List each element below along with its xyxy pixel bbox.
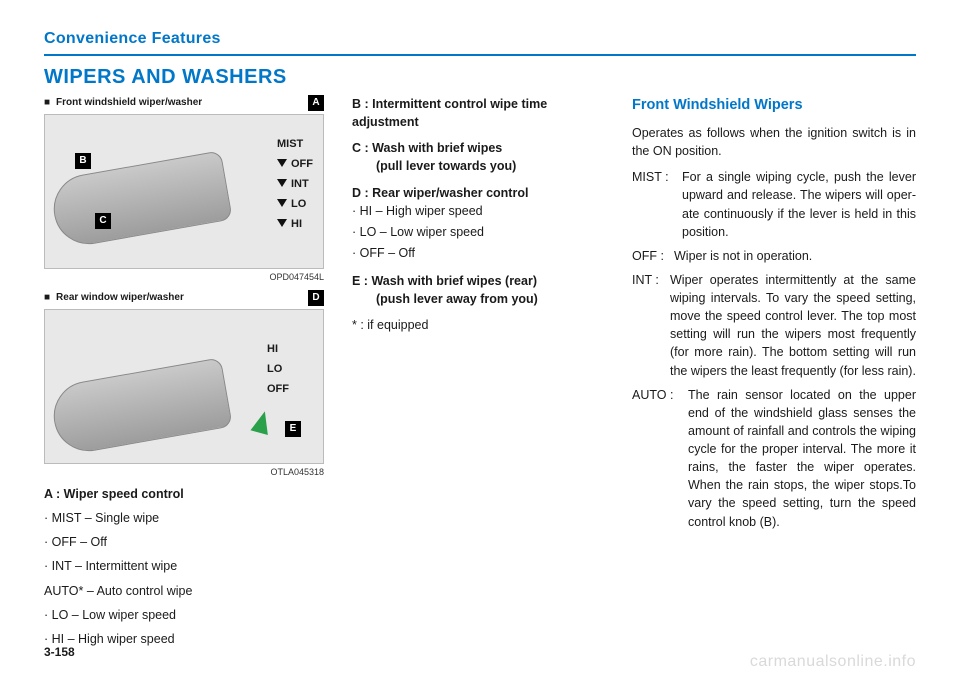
fig2-caption-text: Rear window wiper/washer — [56, 291, 184, 306]
arrow-up-green-icon — [250, 409, 273, 435]
content-columns: ■ Front windshield wiper/washer A B C MI… — [44, 95, 916, 654]
def-a-item: · MIST – Single wipe — [44, 509, 324, 527]
def-a-title: A : Wiper speed control — [44, 485, 324, 503]
mode-mist-label: MIST : — [632, 168, 669, 186]
def-b-title: B : Intermittent control wipe time adjus… — [352, 95, 604, 131]
fig2-label-lo: LO — [267, 362, 289, 378]
section-header: Convenience Features — [44, 30, 916, 54]
def-a-item: · HI – High wiper speed — [44, 630, 324, 648]
mode-off-label: OFF : — [632, 247, 664, 265]
marker-a: A — [308, 95, 324, 111]
column-2: B : Intermittent control wipe time adjus… — [352, 95, 604, 654]
def-a-block: A : Wiper speed control · MIST – Single … — [44, 485, 324, 648]
def-d-item: · LO – Low wiper speed — [352, 223, 604, 241]
def-d-item: · OFF – Off — [352, 244, 604, 262]
fig2-labels: HI LO OFF — [267, 338, 289, 402]
fig2-label-off: OFF — [267, 382, 289, 398]
def-d-item: · HI – High wiper speed — [352, 202, 604, 220]
arrow-down-icon — [277, 157, 287, 173]
fig2-image: HI LO OFF E — [44, 309, 324, 464]
def-a-item-auto: AUTO* – Auto control wipe — [44, 582, 324, 600]
fig2-caption: ■ Rear window wiper/washer D — [44, 290, 324, 306]
mode-auto-label: AUTO : — [632, 386, 673, 404]
mode-int: INT : Wiper operates intermittently at t… — [632, 271, 916, 380]
marker-d: D — [308, 290, 324, 306]
column-1: ■ Front windshield wiper/washer A B C MI… — [44, 95, 324, 654]
marker-b: B — [75, 153, 91, 169]
fig1-label-int: INT — [277, 177, 313, 193]
marker-e: E — [285, 421, 301, 437]
arrow-down-icon — [277, 217, 287, 233]
def-e-sub: (push lever away from you) — [352, 290, 604, 308]
page-title: WIPERS AND WASHERS — [44, 66, 916, 89]
equipped-note: * : if equipped — [352, 316, 604, 334]
mode-int-text: Wiper operates intermittently at the sam… — [670, 271, 916, 380]
fig1-label-off: OFF — [277, 157, 313, 173]
arrow-down-icon — [277, 197, 287, 213]
fig1-label-hi: HI — [277, 217, 313, 233]
watermark: carmanualsonline.info — [750, 653, 916, 671]
mode-int-label: INT : — [632, 271, 659, 289]
front-wipers-intro: Operates as follows when the igni­tion s… — [632, 124, 916, 160]
page-number: 3-158 — [44, 645, 75, 659]
mode-auto-text: The rain sensor located on the upper end… — [688, 386, 916, 531]
def-a-item: · OFF – Off — [44, 533, 324, 551]
mode-mist-text: For a single wiping cycle, push the leve… — [682, 168, 916, 241]
mode-auto: AUTO : The rain sensor located on the up… — [632, 386, 916, 531]
fig1-label-lo: LO — [277, 197, 313, 213]
arrow-down-icon — [277, 177, 287, 193]
fig2-code: OTLA045318 — [44, 466, 324, 479]
def-a-item: · INT – Intermittent wipe — [44, 557, 324, 575]
def-e-title: E : Wash with brief wipes (rear) — [352, 272, 604, 290]
fig1-caption: ■ Front windshield wiper/washer A — [44, 95, 324, 111]
def-a-item: · LO – Low wiper speed — [44, 606, 324, 624]
mode-list: MIST : For a single wiping cycle, push t… — [632, 168, 916, 530]
mode-off-text: Wiper is not in operation. — [674, 247, 916, 265]
fig1-label-mist: MIST — [277, 137, 313, 153]
fig1-caption-text: Front windshield wiper/washer — [56, 96, 202, 111]
fig1-code: OPD047454L — [44, 271, 324, 284]
header-rule — [44, 54, 916, 56]
fig1-image: B C MIST OFF INT LO HI — [44, 114, 324, 269]
marker-c: C — [95, 213, 111, 229]
def-c-title: C : Wash with brief wipes — [352, 139, 604, 157]
fig2-label-hi: HI — [267, 342, 289, 358]
column-3: Front Windshield Wipers Operates as foll… — [632, 95, 916, 654]
fig1-caption-prefix: ■ — [44, 96, 50, 111]
mode-off: OFF : Wiper is not in operation. — [632, 247, 916, 265]
def-d-title: D : Rear wiper/washer control — [352, 184, 604, 202]
mode-mist: MIST : For a single wiping cycle, push t… — [632, 168, 916, 241]
front-wipers-heading: Front Windshield Wipers — [632, 95, 916, 116]
fig1-labels: MIST OFF INT LO HI — [277, 133, 313, 237]
fig2-caption-prefix: ■ — [44, 291, 50, 306]
manual-page: Convenience Features WIPERS AND WASHERS … — [0, 0, 960, 689]
def-c-sub: (pull lever towards you) — [352, 157, 604, 175]
fig2-stalk-shape — [48, 357, 232, 456]
